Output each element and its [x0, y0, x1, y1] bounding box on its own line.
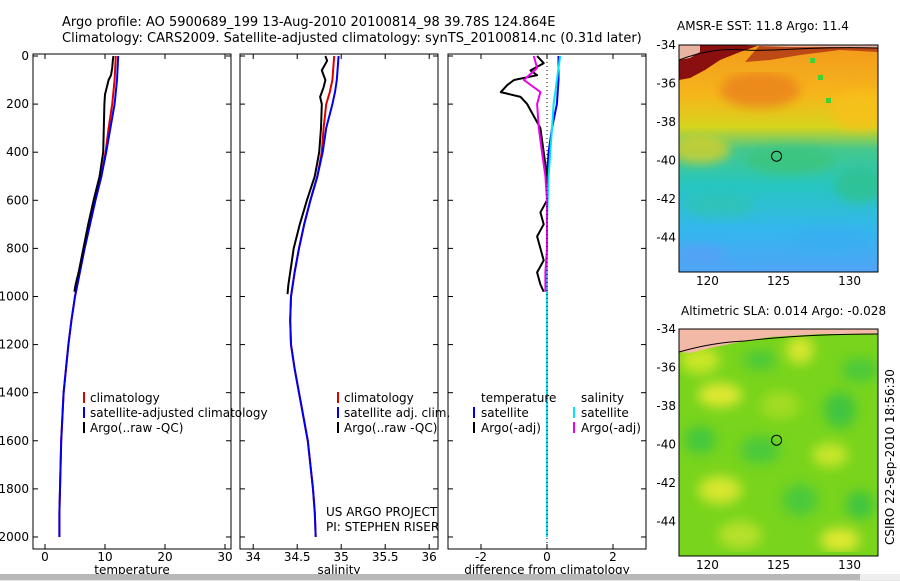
legend-label-argo: Argo(..raw -QC) [90, 421, 183, 435]
timestamp-label: CSIRO 22-Sep-2010 18:56:30 [883, 369, 897, 545]
legend-label-temp-satellite: satellite [481, 406, 529, 420]
map-x-tick-label: 130 [838, 274, 861, 288]
salinity-panel [239, 53, 439, 550]
map-y-tick-label: -42 [656, 192, 676, 206]
horizontal-scrollbar-thumb[interactable] [0, 574, 860, 580]
series-line-climatology [58, 55, 117, 537]
map-y-tick-label: -44 [656, 514, 676, 528]
legend-label-argo: Argo(..raw -QC) [344, 421, 437, 435]
sst-map-frame [678, 44, 879, 273]
map-y-tick-label: -34 [656, 322, 676, 336]
difference-legend: temperature satellite Argo(-adj) salinit… [473, 391, 641, 435]
x-tick-label: 34 [246, 550, 261, 564]
map-y-tick-label: -36 [656, 360, 676, 374]
sst-map-image [679, 45, 878, 272]
sla-map-image [679, 329, 878, 556]
salinity-legend: climatology satellite adj. clim. Argo(..… [337, 391, 450, 435]
legend-label-sal-argo: Argo(-adj) [581, 421, 641, 435]
series-line-argo-raw-qc- [73, 55, 115, 292]
y-tick-label: 200 [6, 97, 29, 111]
y-tick-label: 1600 [0, 434, 29, 448]
figure-title-line1: Argo profile: AO 5900689_199 13-Aug-2010… [62, 15, 555, 30]
figure-title-line2: Climatology: CARS2009. Satellite-adjuste… [62, 31, 642, 46]
sst-map-argo-marker [771, 150, 783, 162]
sla-map-title: Altimetric SLA: 0.014 Argo: -0.028 [681, 304, 886, 318]
legend-label-satellite: satellite-adjusted climatology [90, 406, 268, 420]
series-line-satellite-adjusted-climatology [58, 55, 120, 537]
x-tick-label: 0 [41, 550, 49, 564]
legend-label-climatology: climatology [90, 391, 160, 405]
map-y-tick-label: -38 [656, 115, 676, 129]
series-layer [58, 55, 562, 538]
x-tick-label: 30 [217, 550, 232, 564]
legend-label-sal-satellite: satellite [581, 406, 629, 420]
series-line-salinity-satellite [546, 55, 562, 537]
x-tick-label: 35.5 [372, 550, 399, 564]
legend-label-climatology: climatology [344, 391, 414, 405]
y-tick-label: 600 [6, 193, 29, 207]
map-y-tick-label: -42 [656, 476, 676, 490]
map-y-tick-label: -40 [656, 153, 676, 167]
salinity-annotation: US ARGO PROJECT PI: STEPHEN RISER [326, 505, 439, 534]
temperature-panel [32, 53, 232, 550]
sla-map-frame [678, 328, 879, 557]
x-tick-label: 34.5 [284, 550, 311, 564]
scrollbar-arrow[interactable] [860, 574, 900, 580]
sla-map-argo-marker [771, 434, 783, 446]
y-tick-label: 1200 [0, 338, 29, 352]
y-tick-label: 800 [6, 241, 29, 255]
project-label: US ARGO PROJECT [326, 505, 438, 519]
x-axis-label: salinity [317, 563, 360, 574]
map-y-tick-label: -38 [656, 399, 676, 413]
temperature-series-group [58, 55, 120, 537]
map-x-tick-label: 120 [696, 558, 719, 572]
difference-series-group [499, 55, 562, 537]
y-tick-label: 1800 [0, 482, 29, 496]
x-tick-label: 36 [422, 550, 437, 564]
x-axis-label: difference from climatology [464, 563, 630, 574]
y-tick-label: 400 [6, 145, 29, 159]
map-y-tick-label: -36 [656, 76, 676, 90]
x-tick-label: 35 [334, 550, 349, 564]
legend-header-temperature: temperature [481, 391, 556, 405]
y-tick-label: 2000 [0, 530, 29, 544]
x-axis-label: temperature [94, 563, 169, 574]
map-y-tick-label: -44 [656, 230, 676, 244]
sst-map-title: AMSR-E SST: 11.8 Argo: 11.4 [677, 19, 849, 33]
x-tick-label: 0 [543, 550, 551, 564]
legend-label-satellite: satellite adj. clim. [344, 406, 450, 420]
legend-label-temp-argo: Argo(-adj) [481, 421, 541, 435]
map-x-tick-label: 125 [767, 558, 790, 572]
series-line-satellite-adj-clim- [289, 55, 340, 538]
temperature-legend: climatology satellite-adjusted climatolo… [83, 391, 268, 435]
pi-label: PI: STEPHEN RISER [326, 520, 439, 534]
map-y-tick-label: -34 [656, 38, 676, 52]
series-line-climatology [289, 55, 336, 538]
x-tick-label: 2 [609, 550, 617, 564]
x-tick-label: -2 [475, 550, 487, 564]
map-x-tick-label: 125 [767, 274, 790, 288]
map-x-tick-label: 120 [696, 274, 719, 288]
salinity-series-group [286, 55, 340, 538]
legend-header-salinity: salinity [581, 391, 624, 405]
x-tick-label: 20 [157, 550, 172, 564]
y-tick-label: 1400 [0, 386, 29, 400]
series-line-salinity-argo-adj- [522, 55, 548, 292]
y-tick-label: 0 [21, 49, 29, 63]
x-tick-label: 10 [97, 550, 112, 564]
y-tick-label: 1000 [0, 289, 29, 303]
map-x-tick-label: 130 [838, 558, 861, 572]
series-line-argo-raw-qc- [286, 55, 329, 295]
map-y-tick-label: -40 [656, 437, 676, 451]
